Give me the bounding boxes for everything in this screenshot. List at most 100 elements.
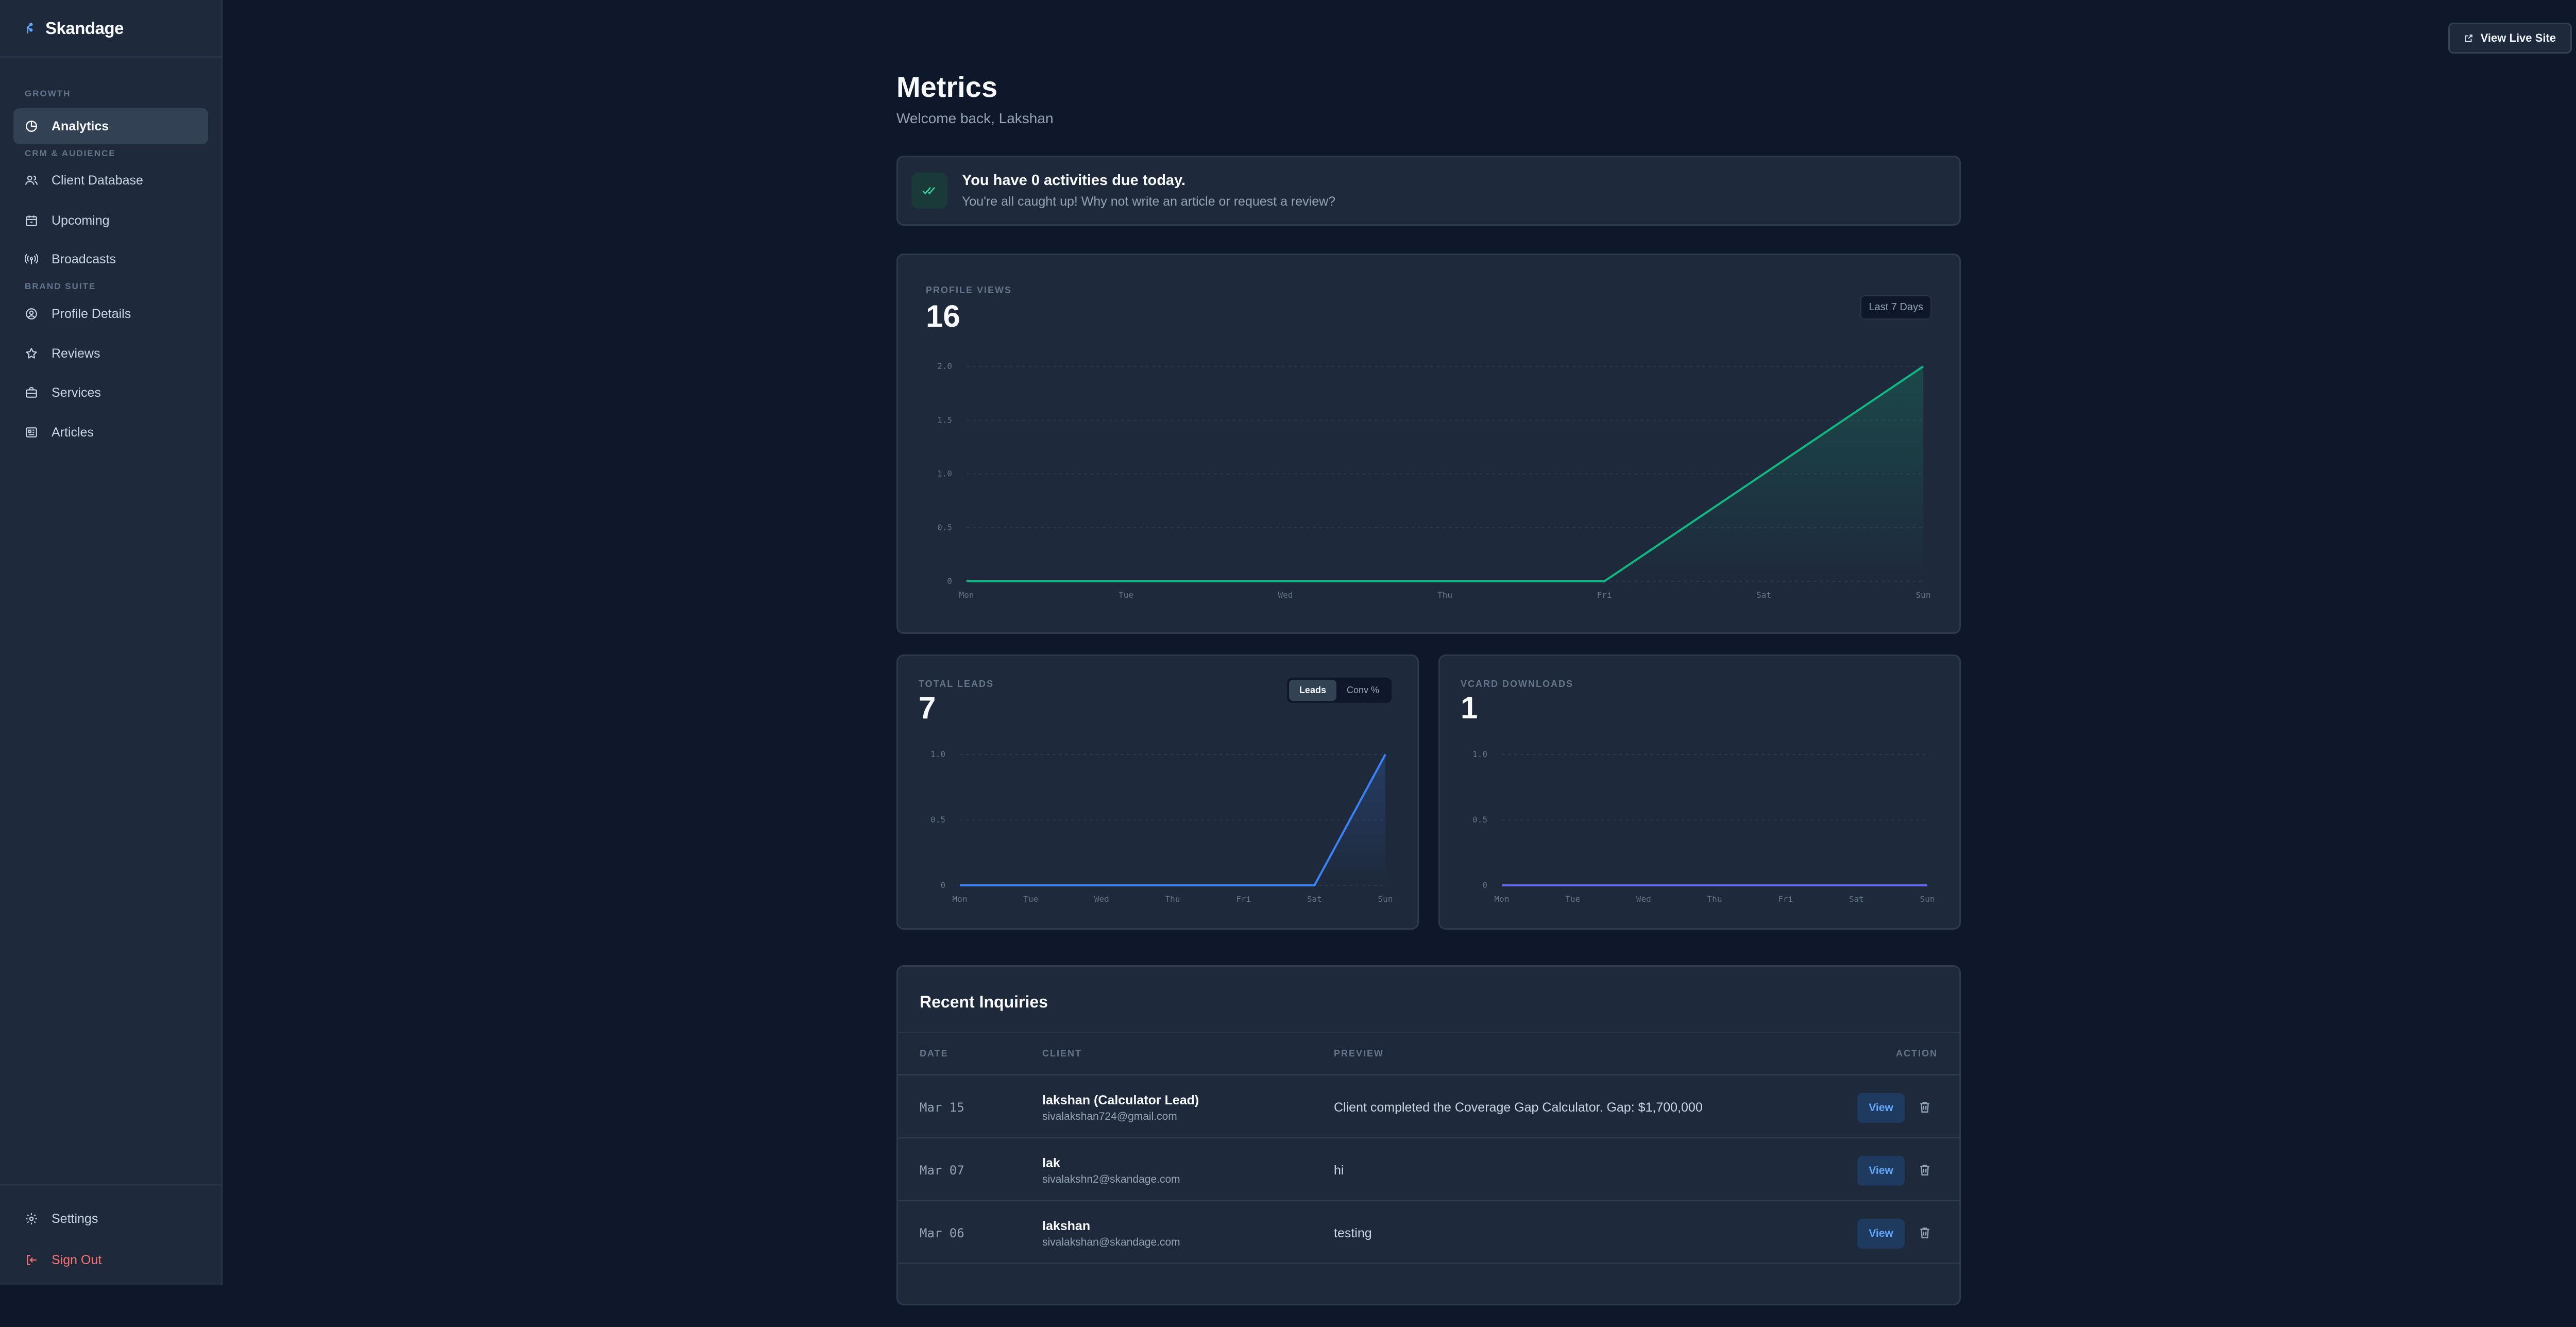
page-subtitle: Welcome back, Lakshan [896,110,1054,126]
x-tick-label: Sun [1920,894,1935,904]
toggle-leads[interactable]: Leads [1289,680,1336,701]
sidebar-item-reviews[interactable]: Reviews [13,335,208,372]
table-row[interactable]: Mar 06 lakshan sivalakshan@skandage.com … [898,1200,1959,1264]
alert-title: You have 0 activities due today. [962,172,1186,189]
sidebar-item-profile-details[interactable]: Profile Details [13,296,208,332]
row-client-name: lakshan (Calculator Lead) [1042,1093,1199,1107]
sidebar-item-upcoming[interactable]: Upcoming [13,203,208,239]
row-preview: Client completed the Coverage Gap Calcul… [1334,1100,1703,1115]
x-tick-label: Mon [959,590,974,600]
row-preview: hi [1334,1163,1344,1178]
sidebar: Skandage GROWTH Analytics CRM & AUDIENCE… [0,0,223,1285]
view-button[interactable]: View [1857,1093,1905,1123]
header-actions: View Live Site [2448,23,2576,54]
total-leads-value: 7 [919,691,936,725]
row-client-email: sivalakshan724@gmail.com [1042,1111,1177,1122]
x-tick-label: Fri [1778,894,1793,904]
star-icon [26,348,37,359]
section-label-brand: BRAND SUITE [25,281,96,291]
check-badge [911,173,947,209]
range-selector[interactable]: Last 7 Days [1860,295,1931,320]
row-client-name: lak [1042,1156,1060,1170]
sidebar-item-label: Settings [52,1211,98,1226]
sidebar-item-services[interactable]: Services [13,375,208,411]
recent-inquiries-card: Recent Inquiries DATE CLIENT PREVIEW ACT… [896,965,1961,1305]
trash-icon[interactable] [1918,1099,1931,1115]
chart-pie-icon [26,121,37,132]
y-tick-label: 1.0 [937,469,952,479]
table-row[interactable]: Mar 15 lakshan (Calculator Lead) sivalak… [898,1074,1959,1138]
x-tick-label: Sat [1849,894,1864,904]
x-tick-label: Sun [1378,894,1393,904]
sidebar-item-broadcasts[interactable]: Broadcasts [13,241,208,277]
sidebar-item-label: Profile Details [52,306,131,321]
profile-views-value: 16 [926,299,960,333]
leads-toggle: Leads Conv % [1286,678,1392,703]
row-client-email: sivalakshan@skandage.com [1042,1236,1180,1248]
sidebar-item-label: Reviews [52,346,100,361]
y-tick-label: 1.5 [937,415,952,425]
inquiries-title: Recent Inquiries [920,993,1048,1011]
row-date: Mar 15 [920,1100,964,1115]
y-tick-label: 0.5 [1472,815,1487,825]
x-tick-label: Tue [1118,590,1133,600]
table-row[interactable]: Mar 07 lak sivalakshn2@skandage.com hi V… [898,1137,1959,1201]
sidebar-item-client-database[interactable]: Client Database [13,162,208,198]
sign-out-icon [27,1255,37,1265]
row-date: Mar 06 [920,1226,964,1240]
x-tick-label: Wed [1094,894,1109,904]
sidebar-item-articles[interactable]: Articles [13,414,208,450]
x-tick-label: Sat [1756,590,1771,600]
sidebar-item-label: Services [52,385,101,400]
series-area [960,754,1385,885]
column-header-action: ACTION [1896,1048,1938,1059]
sidebar-item-settings[interactable]: Settings [13,1201,208,1237]
trash-icon[interactable] [1918,1225,1931,1240]
x-tick-label: Mon [953,894,968,904]
x-tick-label: Thu [1437,590,1452,600]
vcard-value: 1 [1461,691,1478,725]
profile-views-card: PROFILE VIEWS 16 Last 7 Days 0 0.5 1.0 1.5 2… [896,254,1961,634]
sidebar-item-label: Analytics [52,119,109,133]
row-client-name: lakshan [1042,1219,1091,1233]
external-link-icon [2465,35,2472,42]
page-title: Metrics [896,71,998,103]
column-header-client: CLIENT [1042,1048,1082,1059]
broadcast-icon [25,254,38,264]
gear-icon [26,1213,37,1224]
y-tick-label: 0.5 [937,523,952,532]
row-preview: testing [1334,1226,1372,1240]
total-leads-card: TOTAL LEADS 7 Leads Conv % 0 0.5 1.0 Mon Tue… [896,654,1419,930]
section-label-crm: CRM & AUDIENCE [25,148,116,158]
y-tick-label: 0 [940,880,945,890]
x-tick-label: Mon [1495,894,1510,904]
y-tick-label: 1.0 [1472,749,1487,759]
brand-name: Skandage [45,18,124,38]
activity-alert: You have 0 activities due today. You're … [896,156,1961,226]
sign-out-button[interactable]: Sign Out [13,1242,208,1278]
total-leads-chart: 0 0.5 1.0 Mon Tue Wed Thu Fri Sat Sun [930,749,1393,904]
profile-views-label: PROFILE VIEWS [926,285,1012,295]
vcard-downloads-chart: 0 0.5 1.0 Mon Tue Wed Thu Fri Sat Sun [1472,749,1935,904]
calendar-icon [26,215,37,226]
view-live-site-button[interactable]: View Live Site [2448,23,2572,54]
trash-icon[interactable] [1918,1162,1931,1178]
view-button[interactable]: View [1857,1219,1905,1249]
logo-icon [26,22,33,33]
y-tick-label: 0 [1482,880,1487,890]
table-row[interactable] [898,1263,1959,1327]
x-tick-label: Fri [1236,894,1251,904]
toggle-conv[interactable]: Conv % [1346,685,1379,695]
brand[interactable]: Skandage [0,0,221,58]
vcard-label: VCARD DOWNLOADS [1461,679,1573,689]
view-button[interactable]: View [1857,1156,1905,1186]
x-tick-label: Sat [1307,894,1322,904]
y-tick-label: 2.0 [937,361,952,371]
sidebar-item-analytics[interactable]: Analytics [13,108,208,144]
series-line [967,365,1924,582]
x-tick-label: Tue [1023,894,1038,904]
sidebar-item-label: Broadcasts [52,251,116,266]
total-leads-label: TOTAL LEADS [919,679,994,689]
section-label-growth: GROWTH [25,89,71,98]
x-tick-label: Sun [1916,590,1931,600]
